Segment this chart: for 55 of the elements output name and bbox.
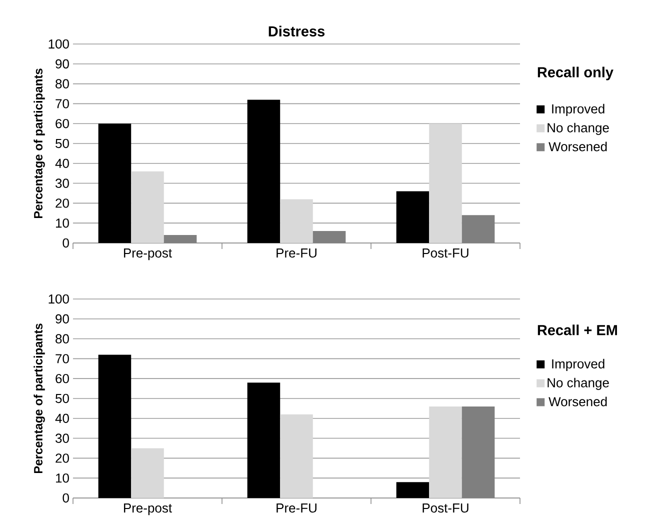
x-tick-label: Pre-FU: [276, 248, 316, 258]
legend-label: No change: [548, 122, 609, 135]
bar: [462, 215, 495, 243]
y-tick-label: 30: [56, 434, 69, 443]
x-tick-label: Pre-post: [124, 504, 172, 516]
bar: [462, 406, 495, 498]
legend-label: Worsened: [548, 142, 607, 152]
y-tick-label: 60: [56, 118, 69, 128]
bar: [98, 124, 132, 243]
y-tick-label: 90: [56, 314, 69, 324]
bar: [247, 382, 280, 498]
bar: [429, 124, 462, 243]
x-tick-label: Pre-post: [124, 248, 172, 260]
legend-title: Recall only: [538, 66, 614, 80]
bar: [312, 231, 346, 243]
legend-label: Improved: [552, 104, 604, 116]
bar: [429, 406, 462, 498]
bar: [280, 414, 313, 498]
y-tick-label: 0: [62, 493, 69, 503]
y-tick-label: 0: [62, 238, 69, 248]
y-axis-title: Percentage of participants: [34, 68, 45, 218]
y-tick-label: 40: [55, 158, 69, 168]
y-axis-title: Percentage of participants: [34, 324, 45, 474]
y-tick-label: 70: [56, 354, 69, 364]
y-tick-label: 40: [55, 414, 69, 423]
x-tick-label: Pre-FU: [276, 504, 316, 513]
legend-label: No change: [548, 378, 609, 390]
y-tick-label: 20: [56, 198, 69, 208]
y-tick-label: 100: [48, 294, 69, 304]
bar: [280, 199, 313, 243]
legend-label: Worsened: [548, 396, 607, 406]
legend-label: Improved: [552, 358, 604, 372]
y-tick-label: 20: [56, 454, 69, 463]
y-tick-label: 10: [56, 218, 69, 228]
bar: [396, 482, 430, 498]
bar: [131, 171, 164, 243]
y-tick-label: 50: [56, 394, 69, 404]
bar: [131, 448, 164, 498]
y-tick-label: 90: [56, 59, 69, 68]
chart-title: Distress: [268, 26, 325, 36]
bar: [164, 235, 197, 243]
y-tick-label: 80: [56, 334, 69, 344]
y-tick-label: 10: [56, 473, 69, 483]
y-tick-label: 30: [56, 178, 69, 188]
bar: [247, 100, 280, 243]
y-tick-label: 80: [56, 79, 69, 88]
bar: [396, 191, 430, 243]
y-tick-label: 70: [56, 99, 69, 108]
y-tick-label: 50: [56, 138, 69, 148]
bar: [98, 354, 132, 498]
x-tick-label: Post-FU: [422, 504, 468, 513]
y-tick-label: 60: [56, 374, 69, 384]
y-tick-label: 100: [48, 39, 69, 49]
x-tick-label: Post-FU: [422, 248, 468, 258]
legend-title: Recall + EM: [538, 324, 617, 336]
